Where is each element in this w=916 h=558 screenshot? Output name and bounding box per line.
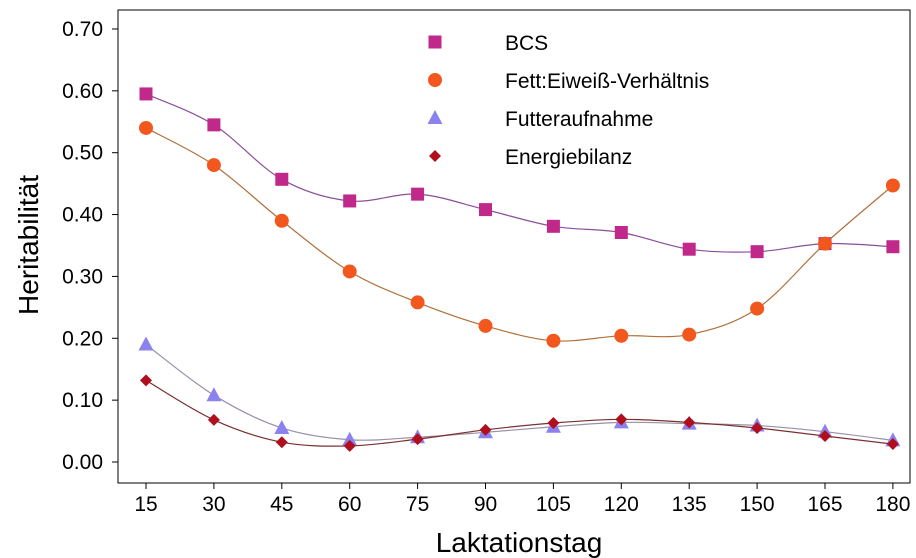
y-tick-label: 0.20	[62, 327, 103, 350]
plot-frame	[117, 9, 911, 484]
y-tick-label: 0.50	[62, 142, 103, 165]
series-triangle	[138, 336, 901, 447]
x-tick-label: 165	[807, 493, 842, 516]
series-point	[411, 187, 425, 201]
series-point	[818, 236, 832, 251]
y-tick-label: 0.10	[62, 389, 103, 412]
series-point	[546, 219, 560, 233]
series-point	[207, 413, 220, 426]
series-point	[547, 417, 560, 430]
y-tick-label: 0.70	[62, 18, 103, 41]
series-point	[207, 118, 221, 132]
series-point	[275, 172, 289, 186]
legend-label: Energiebilanz	[505, 146, 632, 169]
series-point	[750, 301, 765, 316]
y-axis-title: Heritabilität	[13, 175, 44, 315]
series-point	[274, 419, 290, 434]
x-axis: 15 30 45 60 75 90 105 120 135 150 165 180	[134, 483, 910, 516]
series-point	[275, 436, 288, 449]
x-tick-label: 105	[536, 493, 571, 516]
x-tick-label: 120	[604, 493, 639, 516]
series-point	[885, 178, 900, 193]
series-point	[682, 242, 696, 256]
x-axis-title: Laktationstag	[436, 527, 603, 558]
legend-item: Fett:Eiweiß-Verhältnis	[428, 70, 709, 93]
x-tick-label: 45	[270, 493, 293, 516]
legend-point	[429, 150, 441, 162]
series-square	[139, 87, 900, 259]
y-tick-label: 0.60	[62, 80, 103, 103]
series-point	[819, 430, 831, 443]
series-point	[750, 245, 764, 259]
series-point	[139, 87, 153, 101]
y-tick-label: 0.40	[62, 204, 103, 227]
x-tick-label: 75	[406, 493, 429, 516]
series-point	[206, 158, 221, 173]
series-line	[145, 127, 894, 342]
series-point	[546, 333, 561, 348]
series-point	[342, 431, 358, 446]
series-point	[138, 336, 154, 351]
series-point	[615, 413, 628, 426]
x-tick-label: 135	[672, 493, 707, 516]
legend-item: BCS	[428, 32, 548, 55]
series-point	[682, 327, 697, 342]
series-point	[411, 433, 424, 446]
series-point	[343, 194, 357, 208]
x-tick-label: 15	[134, 493, 157, 516]
legend-label: BCS	[505, 32, 548, 55]
series-point	[683, 416, 696, 429]
series-line	[145, 343, 893, 441]
legend-point	[428, 35, 442, 49]
legend-label: Futteraufnahme	[505, 108, 653, 131]
series-point	[343, 439, 356, 452]
series-diamond	[140, 374, 899, 452]
y-axis: 0.00 0.10 0.20 0.30 0.40 0.50 0.60 0.70	[62, 18, 118, 474]
series-point	[614, 328, 629, 343]
series-line	[145, 379, 893, 447]
legend-label: Fett:Eiweiß-Verhältnis	[505, 70, 709, 93]
y-tick-label: 0.00	[62, 451, 103, 474]
x-tick-label: 30	[202, 493, 225, 516]
series-point	[274, 213, 289, 228]
legend-item: Energiebilanz	[429, 146, 632, 169]
series-point	[342, 264, 357, 279]
series-layer	[138, 87, 901, 452]
x-tick-label: 180	[875, 493, 910, 516]
series-point	[479, 423, 492, 436]
x-tick-label: 60	[338, 493, 361, 516]
series-point	[751, 421, 764, 434]
series-point	[140, 374, 152, 387]
legend-point	[428, 73, 442, 87]
series-point	[478, 318, 493, 333]
series-point	[139, 120, 153, 135]
x-tick-label: 150	[740, 493, 775, 516]
legend: BCS Fett:Eiweiß-Verhältnis Futteraufnahme E…	[427, 32, 709, 169]
series-point	[886, 240, 900, 254]
legend-point	[427, 110, 443, 124]
series-point	[410, 295, 425, 310]
series-point	[886, 438, 899, 451]
y-tick-label: 0.30	[62, 265, 103, 288]
legend-item: Futteraufnahme	[427, 108, 653, 131]
series-point	[206, 387, 222, 402]
series-point	[614, 225, 628, 239]
x-tick-label: 90	[474, 493, 497, 516]
series-circle	[139, 120, 900, 348]
series-point	[479, 203, 492, 217]
